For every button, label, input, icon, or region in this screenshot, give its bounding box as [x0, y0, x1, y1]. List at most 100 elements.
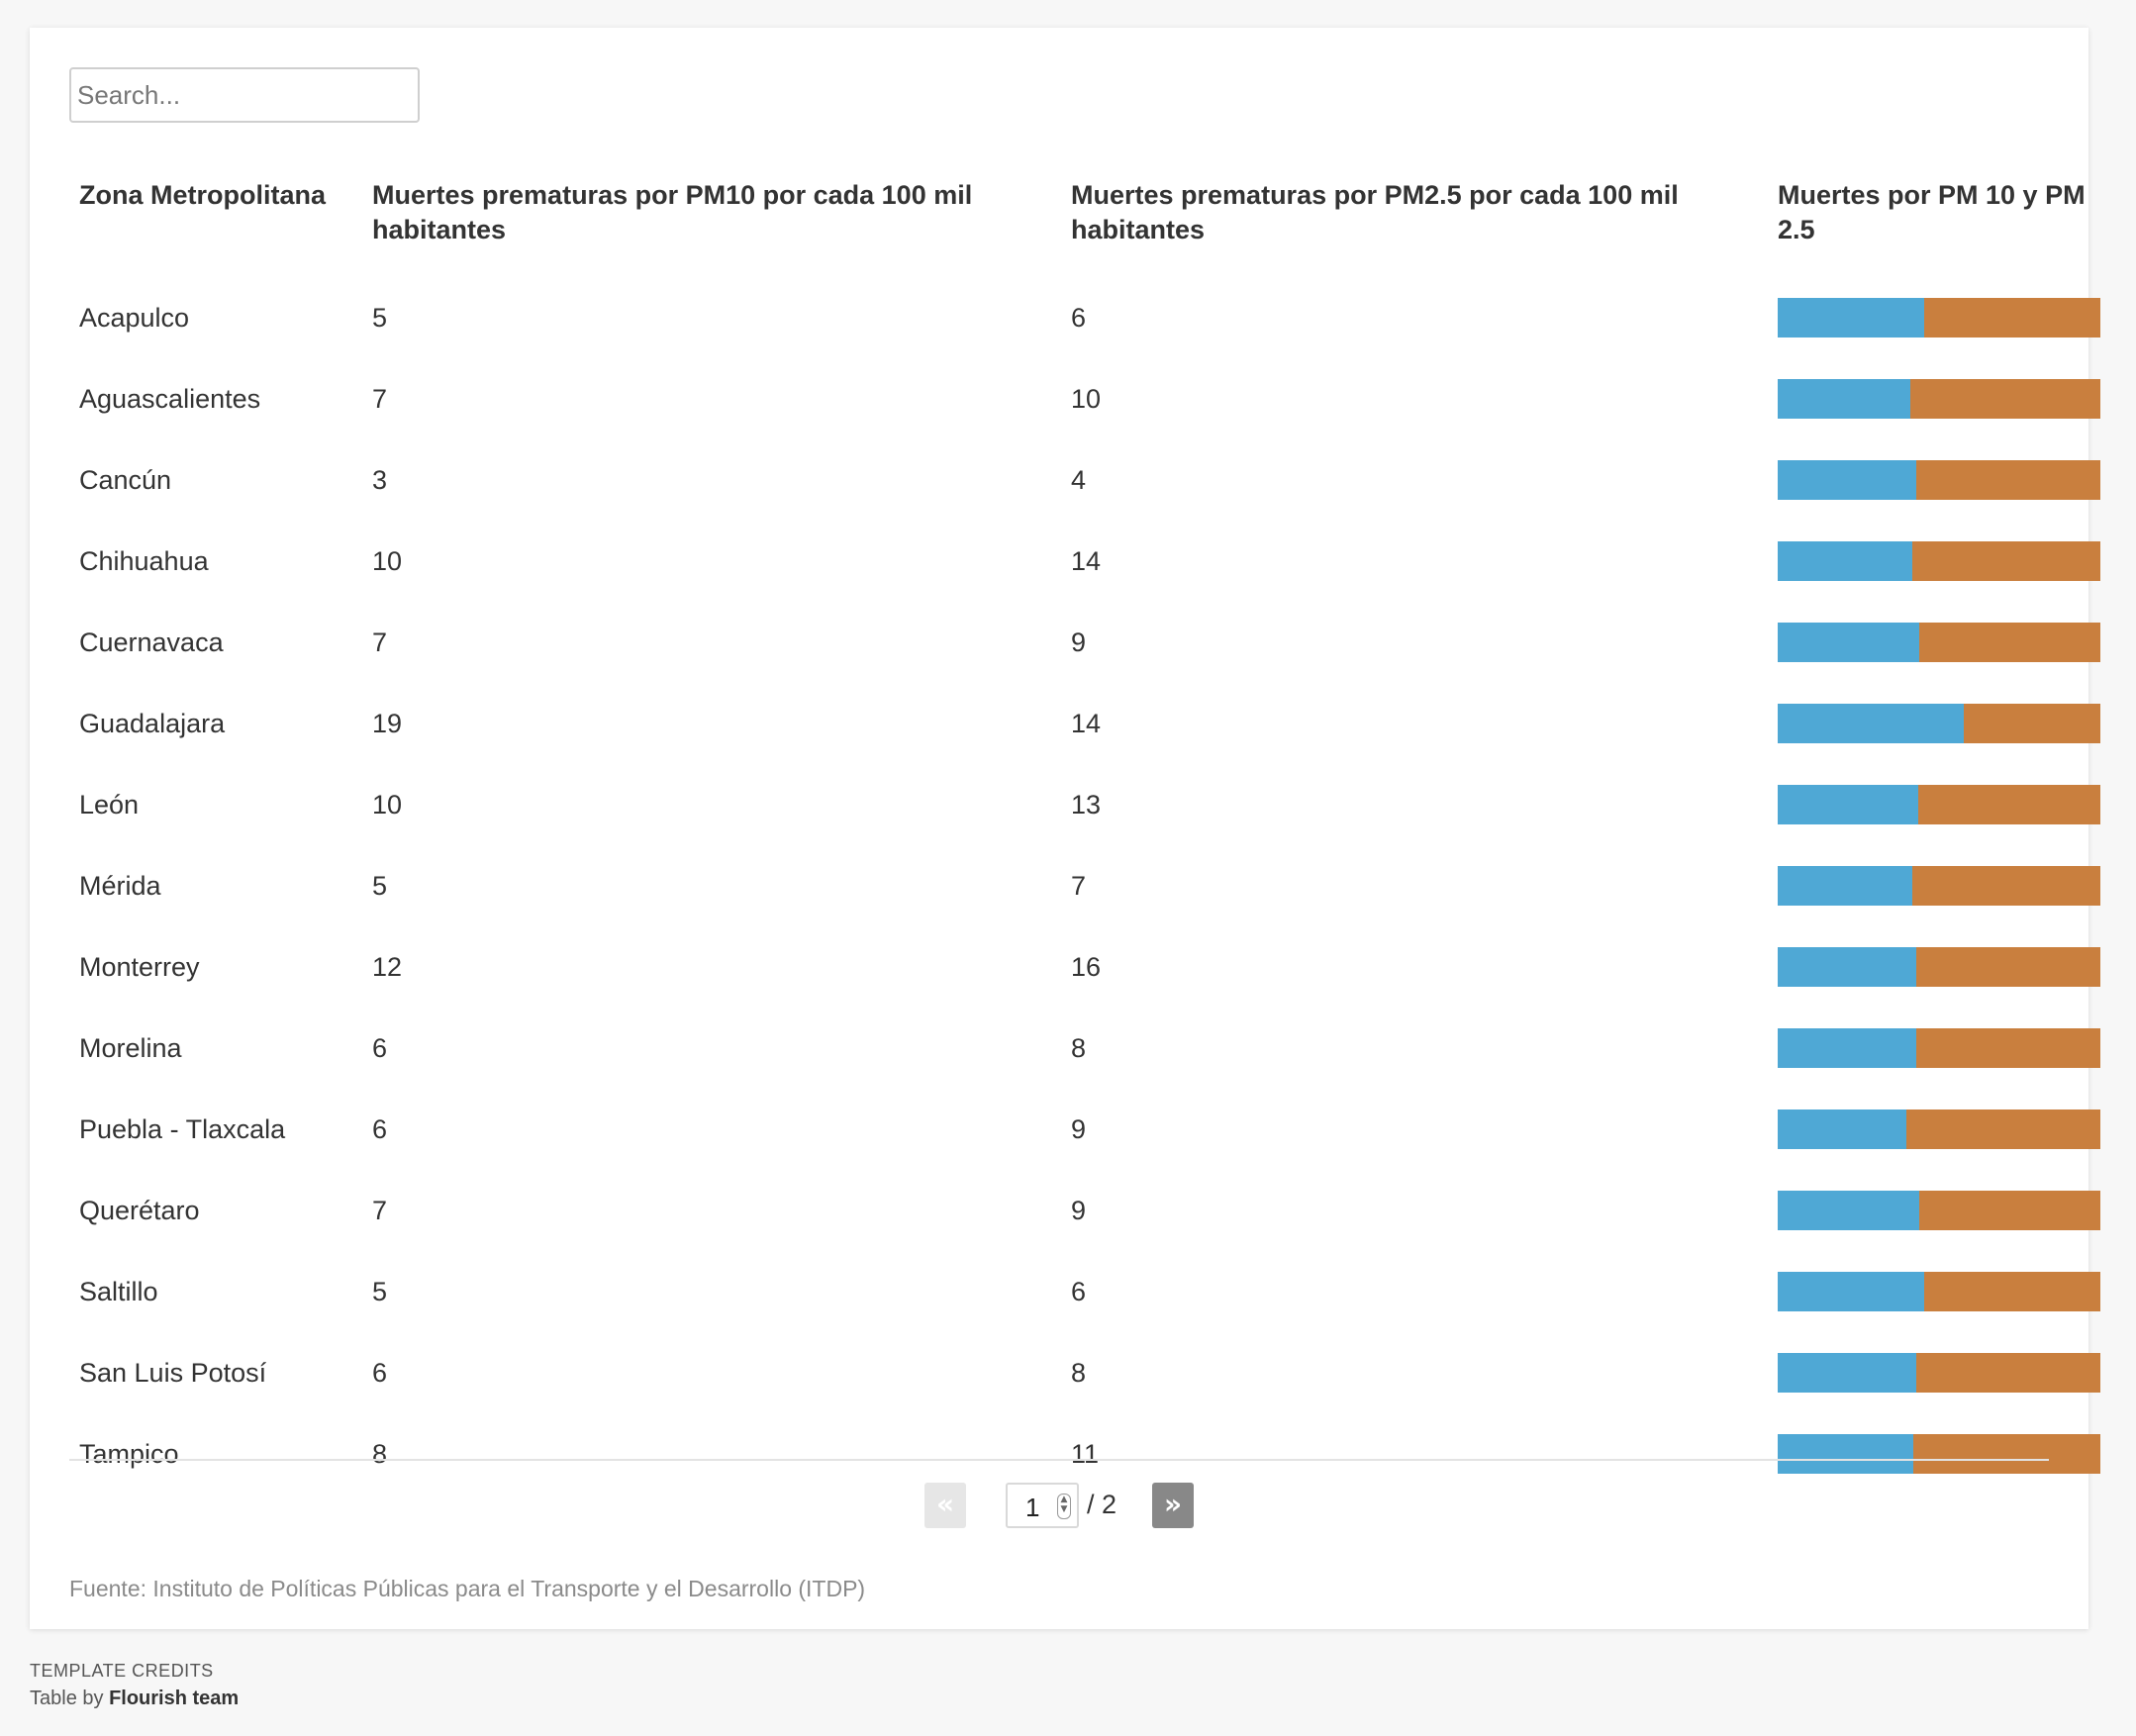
cell-zona: Mérida [79, 870, 161, 901]
header-pm10[interactable]: Muertes prematuras por PM10 por cada 100… [372, 180, 973, 244]
cell-stacked-bar [1768, 1413, 2128, 1495]
bar-segment-pm10 [1778, 866, 1912, 906]
table-row: Querétaro 7 9 [69, 1170, 2128, 1251]
cell-pm10: 10 [372, 789, 403, 820]
table-row: León 10 13 [69, 764, 2128, 845]
cell-zona: Saltillo [79, 1276, 158, 1306]
cell-pm10: 10 [372, 545, 403, 576]
cell-zona: Guadalajara [79, 708, 226, 738]
cell-stacked-bar [1768, 1332, 2128, 1413]
data-table: Zona Metropolitana Muertes prematuras po… [69, 170, 2128, 1495]
cell-pm10: 19 [372, 708, 403, 738]
stacked-bar [1778, 1191, 2100, 1230]
cell-zona: Acapulco [79, 302, 190, 333]
table-body: Acapulco 5 6 Aguascalientes 7 10 Cancún 3 4 Chihu… [69, 277, 2128, 1495]
bar-segment-pm25 [1963, 704, 2100, 743]
table-row: Morelina 6 8 [69, 1008, 2128, 1089]
table-divider [69, 1459, 2049, 1461]
cell-stacked-bar [1768, 521, 2128, 602]
cell-stacked-bar [1768, 358, 2128, 439]
cell-pm10: 7 [372, 1195, 388, 1225]
template-credits-title: TEMPLATE CREDITS [30, 1661, 214, 1681]
bar-segment-pm25 [1911, 866, 2100, 906]
bar-segment-pm10 [1778, 1191, 1919, 1230]
header-zona[interactable]: Zona Metropolitana [79, 180, 326, 210]
table-row: San Luis Potosí 6 8 [69, 1332, 2128, 1413]
cell-zona: Morelina [79, 1032, 182, 1063]
header-pm25[interactable]: Muertes prematuras por PM2.5 por cada 10… [1071, 180, 1679, 244]
cell-pm25: 14 [1071, 545, 1102, 576]
cell-zona: Cuernavaca [79, 627, 224, 657]
cell-zona: Cancún [79, 464, 172, 495]
cell-zona: Puebla - Tlaxcala [79, 1113, 286, 1144]
cell-pm10: 8 [372, 1438, 388, 1469]
bar-segment-pm10 [1778, 460, 1916, 500]
stacked-bar [1778, 298, 2100, 338]
cell-pm10: 7 [372, 383, 388, 414]
cell-zona: San Luis Potosí [79, 1357, 267, 1388]
credits-prefix: Table by [30, 1688, 104, 1709]
bar-segment-pm10 [1778, 1109, 1907, 1149]
bar-segment-pm25 [1915, 1353, 2100, 1393]
table-row: Cancún 3 4 [69, 439, 2128, 521]
bar-segment-pm25 [1918, 623, 2100, 662]
cell-pm25: 6 [1071, 1276, 1087, 1306]
bar-segment-pm25 [1924, 1272, 2100, 1311]
cell-pm10: 7 [372, 627, 388, 657]
bar-segment-pm10 [1778, 541, 1912, 581]
stacked-bar [1778, 866, 2100, 906]
cell-pm10: 5 [372, 302, 388, 333]
bar-segment-pm10 [1778, 379, 1911, 419]
stacked-bar [1778, 1028, 2100, 1068]
stacked-bar [1778, 541, 2100, 581]
search-input[interactable] [69, 67, 420, 123]
cell-stacked-bar [1768, 764, 2128, 845]
cell-stacked-bar [1768, 602, 2128, 683]
stacked-bar [1778, 785, 2100, 824]
bar-segment-pm25 [1918, 1191, 2100, 1230]
cell-pm10: 3 [372, 464, 388, 495]
page-number-input[interactable]: 1 ▲ ▼ [1006, 1483, 1079, 1528]
table-row: Chihuahua 10 14 [69, 521, 2128, 602]
stacked-bar [1778, 379, 2100, 419]
cell-pm25: 7 [1071, 870, 1087, 901]
bar-segment-pm25 [1910, 379, 2100, 419]
cell-pm25: 4 [1071, 464, 1087, 495]
prev-page-button[interactable]: « [924, 1483, 966, 1528]
bar-segment-pm25 [1915, 1028, 2100, 1068]
page-number-value: 1 [1025, 1493, 1040, 1522]
stacked-bar [1778, 623, 2100, 662]
cell-pm10: 5 [372, 1276, 388, 1306]
source-note: Fuente: Instituto de Políticas Públicas … [69, 1576, 866, 1601]
bar-segment-pm10 [1778, 947, 1916, 987]
stacked-bar [1778, 1353, 2100, 1393]
header-bar[interactable]: Muertes por PM 10 y PM 2.5 [1778, 180, 2086, 244]
spinner-arrows-icon[interactable]: ▲ ▼ [1057, 1494, 1071, 1519]
table-row: Tampico 8 11 [69, 1413, 2128, 1495]
bar-segment-pm10 [1778, 1272, 1925, 1311]
stacked-bar [1778, 1434, 2100, 1474]
cell-pm25: 9 [1071, 627, 1087, 657]
cell-stacked-bar [1768, 683, 2128, 764]
cell-stacked-bar [1768, 1170, 2128, 1251]
cell-pm25: 9 [1071, 1195, 1087, 1225]
table-row: Mérida 5 7 [69, 845, 2128, 926]
table-row: Aguascalientes 7 10 [69, 358, 2128, 439]
next-page-button[interactable]: » [1152, 1483, 1194, 1528]
cell-pm10: 5 [372, 870, 388, 901]
cell-pm25: 6 [1071, 302, 1087, 333]
table-row: Guadalajara 19 14 [69, 683, 2128, 764]
stacked-bar [1778, 947, 2100, 987]
pagination: « 1 ▲ ▼ / 2 » [30, 1481, 2088, 1530]
cell-stacked-bar [1768, 277, 2128, 358]
credits-author[interactable]: Flourish team [109, 1688, 240, 1709]
bar-segment-pm25 [1906, 1109, 2100, 1149]
cell-zona: Chihuahua [79, 545, 209, 576]
cell-pm10: 12 [372, 951, 403, 982]
table-row: Puebla - Tlaxcala 6 9 [69, 1089, 2128, 1170]
bar-segment-pm25 [1924, 298, 2100, 338]
bar-segment-pm10 [1778, 1434, 1914, 1474]
cell-pm10: 6 [372, 1032, 388, 1063]
stacked-bar [1778, 1272, 2100, 1311]
cell-zona: Tampico [79, 1438, 179, 1469]
